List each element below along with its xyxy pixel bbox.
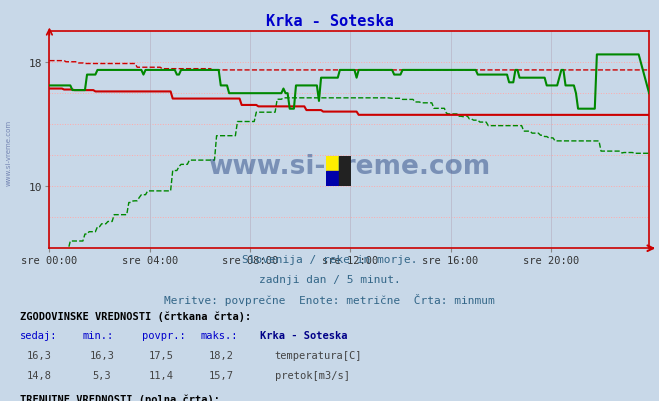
Text: Slovenija / reke in morje.: Slovenija / reke in morje. [242,255,417,265]
Text: 16,3: 16,3 [27,350,52,360]
Bar [339,156,351,172]
Text: min.:: min.: [82,330,113,340]
Text: 14,8: 14,8 [27,370,52,380]
Text: Krka - Soteska: Krka - Soteska [266,14,393,29]
Text: Meritve: povprečne  Enote: metrične  Črta: minmum: Meritve: povprečne Enote: metrične Črta:… [164,293,495,305]
Text: 11,4: 11,4 [149,370,174,380]
Text: 5,3: 5,3 [93,370,111,380]
Text: Krka - Soteska: Krka - Soteska [260,330,348,340]
Text: ZGODOVINSKE VREDNOSTI (črtkana črta):: ZGODOVINSKE VREDNOSTI (črtkana črta): [20,311,251,321]
Text: maks.:: maks.: [201,330,239,340]
Bar [326,172,339,186]
Text: 17,5: 17,5 [149,350,174,360]
Text: www.si-vreme.com: www.si-vreme.com [208,153,490,179]
Text: 15,7: 15,7 [208,370,233,380]
Text: 18,2: 18,2 [208,350,233,360]
Bar [326,156,339,172]
Text: temperatura[C]: temperatura[C] [275,350,362,360]
Text: 16,3: 16,3 [90,350,115,360]
Text: www.si-vreme.com: www.si-vreme.com [5,119,12,185]
Text: sedaj:: sedaj: [20,330,57,340]
Polygon shape [339,156,351,186]
Text: TRENUTNE VREDNOSTI (polna črta):: TRENUTNE VREDNOSTI (polna črta): [20,393,219,401]
Text: zadnji dan / 5 minut.: zadnji dan / 5 minut. [258,274,401,284]
Text: povpr.:: povpr.: [142,330,185,340]
Text: pretok[m3/s]: pretok[m3/s] [275,370,350,380]
